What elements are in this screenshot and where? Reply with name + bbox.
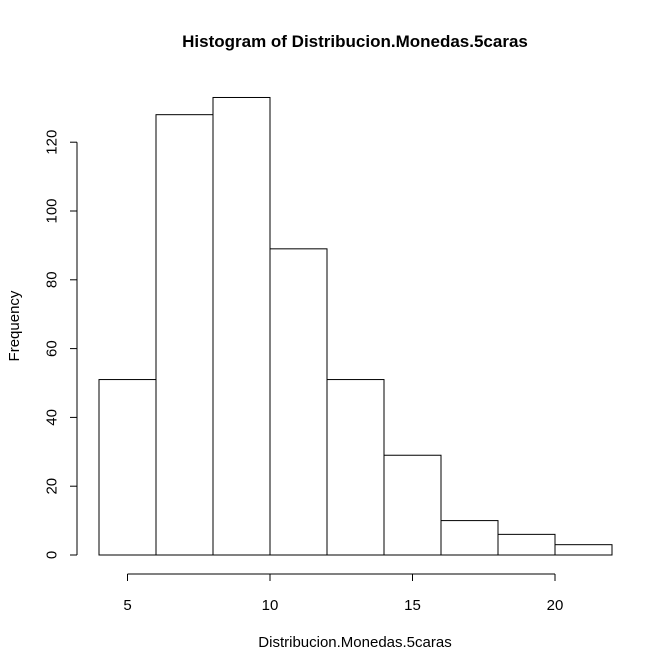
bars-group bbox=[98, 96, 613, 556]
y-axis-label: Frequency bbox=[6, 290, 23, 361]
y-tick-label: 40 bbox=[44, 409, 61, 426]
x-axis-label: Distribucion.Monedas.5caras bbox=[258, 634, 451, 651]
y-tick-label: 80 bbox=[44, 271, 61, 288]
histogram-bar-6 bbox=[383, 454, 442, 556]
histogram-bar-7 bbox=[440, 520, 499, 556]
histogram-bar-4 bbox=[269, 248, 328, 556]
x-tick-label: 15 bbox=[404, 597, 421, 614]
histogram-bar-5 bbox=[326, 379, 385, 556]
y-axis: 0 20 40 60 80 100 120 bbox=[44, 130, 78, 559]
histogram-bar-9 bbox=[554, 544, 613, 556]
y-tick-label: 20 bbox=[44, 478, 61, 495]
y-tick-label: 60 bbox=[44, 340, 61, 357]
histogram-bar-1 bbox=[98, 379, 157, 556]
chart-title: Histogram of Distribucion.Monedas.5caras bbox=[182, 32, 528, 51]
y-tick-label: 0 bbox=[44, 551, 61, 559]
x-axis: 5 10 15 20 bbox=[123, 573, 564, 614]
y-tick-label: 120 bbox=[44, 130, 61, 155]
y-tick-label: 100 bbox=[44, 198, 61, 223]
x-tick-label: 5 bbox=[123, 597, 131, 614]
x-tick-label: 20 bbox=[547, 597, 564, 614]
x-tick-label: 10 bbox=[262, 597, 279, 614]
histogram-bar-8 bbox=[497, 533, 556, 556]
histogram-bar-3 bbox=[212, 96, 271, 556]
histogram-bar-2 bbox=[155, 114, 214, 556]
